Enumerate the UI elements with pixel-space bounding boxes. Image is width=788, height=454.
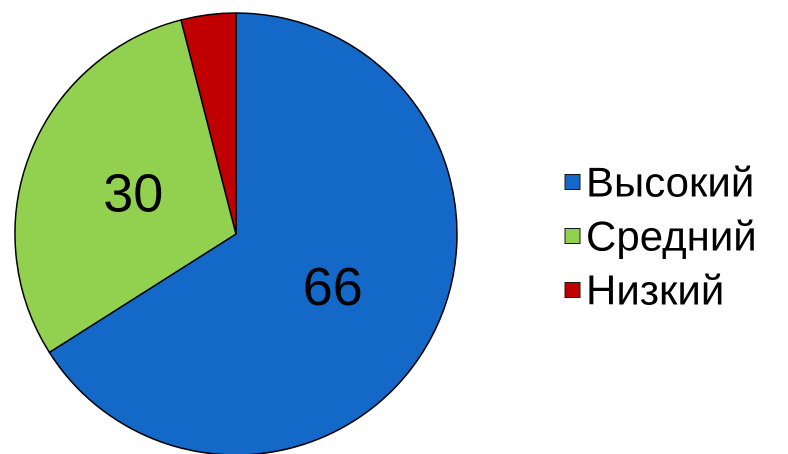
pie-slice-1 xyxy=(48,12,458,454)
data-label-2: 30 xyxy=(103,163,163,223)
data-label-1: 66 xyxy=(303,257,363,317)
legend-label-3: Низкий xyxy=(586,267,724,314)
pie-data-labels: 66 30 xyxy=(103,163,363,317)
pie-slice-3 xyxy=(180,12,237,235)
legend-swatch-3 xyxy=(564,282,581,298)
pie-slices xyxy=(14,12,458,454)
legend-label-2: Средний xyxy=(586,213,757,260)
legend-label-1: Высокий xyxy=(586,159,754,206)
legend-swatch-1 xyxy=(564,174,581,190)
legend: Высокий Средний Низкий xyxy=(564,159,757,314)
legend-swatch-2 xyxy=(564,228,581,244)
pie-slice-2 xyxy=(14,19,237,354)
